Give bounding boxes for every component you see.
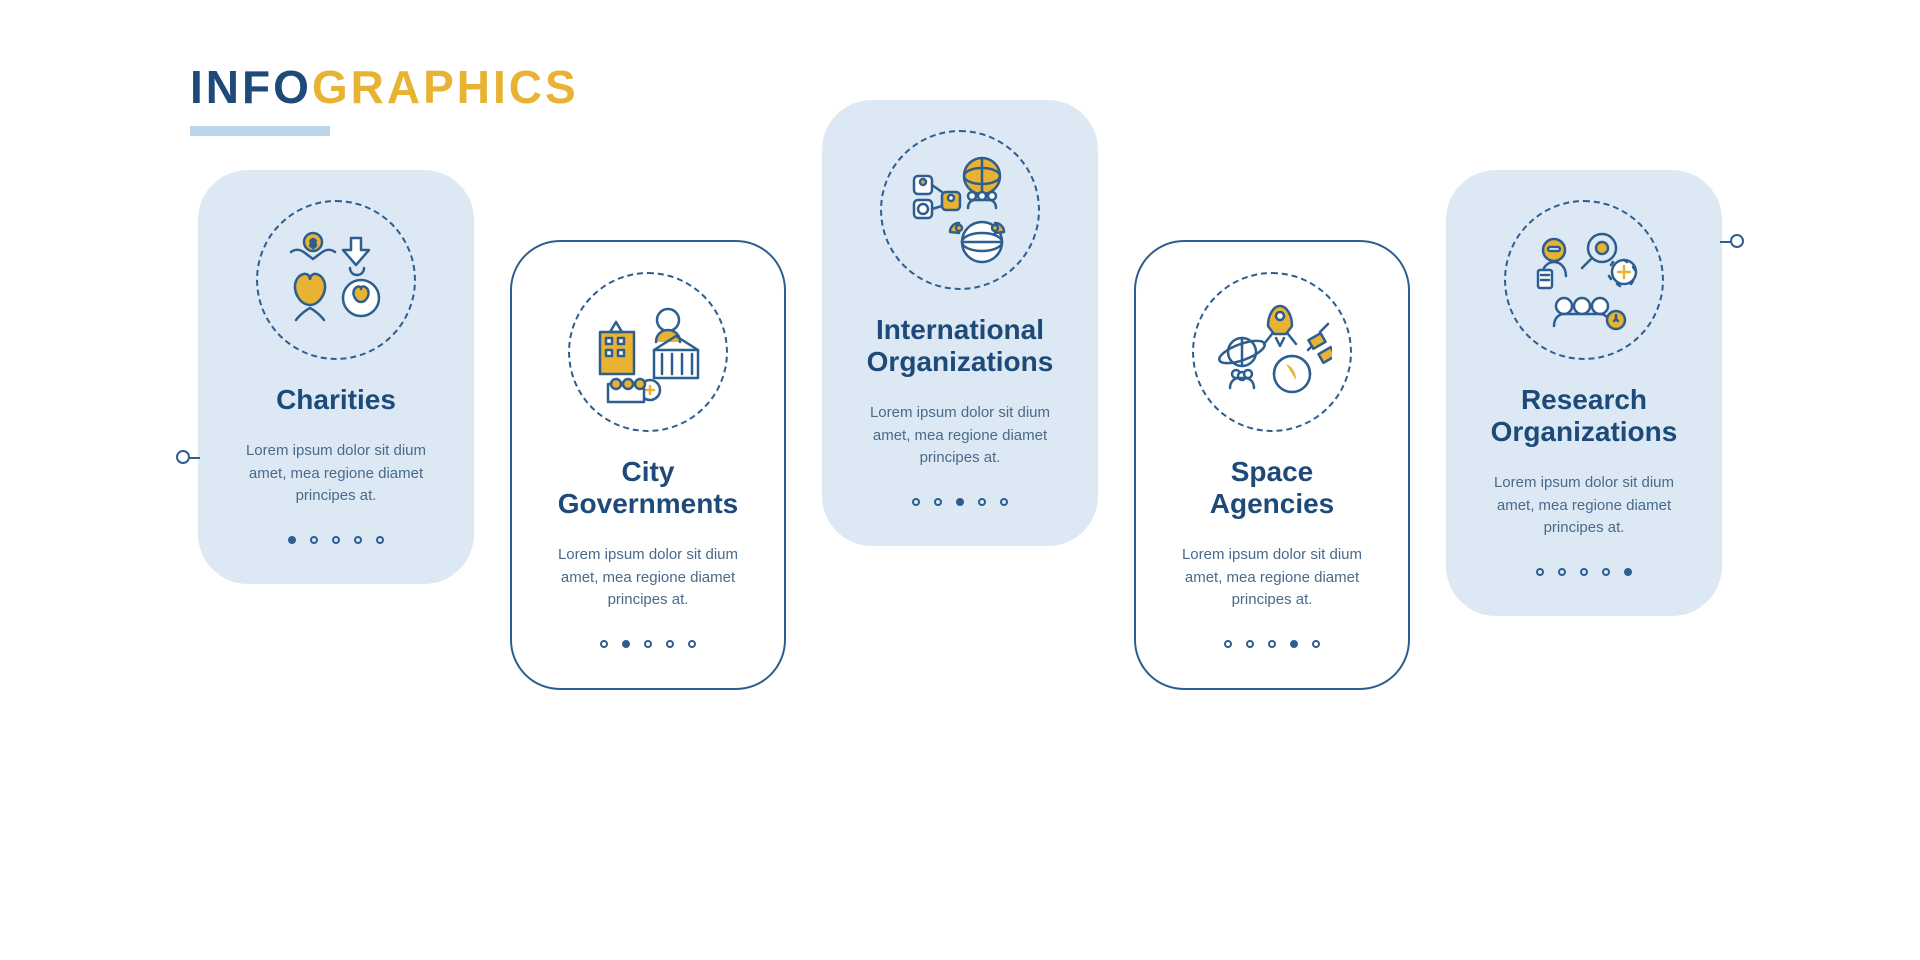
city-gov-icon (568, 272, 728, 432)
dot (332, 536, 340, 544)
card-description: Lorem ipsum dolor sit dium amet, mea reg… (1136, 544, 1408, 612)
dot (956, 498, 964, 506)
connector-dot (176, 450, 190, 464)
dot (354, 536, 362, 544)
dot (1580, 568, 1588, 576)
card-body: $ Charities Lorem ipsum dolor sit dium am… (198, 170, 474, 584)
progress-dots (288, 536, 384, 544)
card-city-governments: CityGovernments Lorem ipsum dolor sit diu… (510, 240, 786, 690)
dot (376, 536, 384, 544)
dot (1268, 640, 1276, 648)
card-description: Lorem ipsum dolor sit dium amet, mea reg… (198, 440, 474, 508)
space-icon (1192, 272, 1352, 432)
dot (1536, 568, 1544, 576)
cards-row: $ Charities Lorem ipsum dolor sit dium am… (198, 100, 1722, 690)
research-icon (1504, 200, 1664, 360)
card-description: Lorem ipsum dolor sit dium amet, mea reg… (512, 544, 784, 612)
dot (600, 640, 608, 648)
card-title: SpaceAgencies (1190, 456, 1355, 520)
card-body: SpaceAgencies Lorem ipsum dolor sit dium … (1134, 240, 1410, 690)
dot (1224, 640, 1232, 648)
card-description: Lorem ipsum dolor sit dium amet, mea reg… (1446, 472, 1722, 540)
dot (622, 640, 630, 648)
card-charities: $ Charities Lorem ipsum dolor sit dium am… (198, 170, 474, 584)
connector-line (1720, 241, 1730, 243)
dot (666, 640, 674, 648)
dot (288, 536, 296, 544)
progress-dots (600, 640, 696, 648)
dot (1290, 640, 1298, 648)
card-international-organizations: InternationalOrganizations Lorem ipsum do… (822, 100, 1098, 546)
card-title: ResearchOrganizations (1471, 384, 1698, 448)
dot (644, 640, 652, 648)
connector-line (190, 457, 200, 459)
card-body: InternationalOrganizations Lorem ipsum do… (822, 100, 1098, 546)
card-title: CityGovernments (538, 456, 759, 520)
card-body: CityGovernments Lorem ipsum dolor sit diu… (510, 240, 786, 690)
dot (1558, 568, 1566, 576)
dot (310, 536, 318, 544)
svg-text:$: $ (310, 238, 316, 250)
card-title: Charities (256, 384, 416, 416)
dot (1246, 640, 1254, 648)
card-body: ResearchOrganizations Lorem ipsum dolor s… (1446, 170, 1722, 616)
card-research-organizations: ResearchOrganizations Lorem ipsum dolor s… (1446, 170, 1722, 616)
connector-dot (1730, 234, 1744, 248)
dot (1602, 568, 1610, 576)
intl-org-icon (880, 130, 1040, 290)
progress-dots (1536, 568, 1632, 576)
progress-dots (1224, 640, 1320, 648)
progress-dots (912, 498, 1008, 506)
card-title: InternationalOrganizations (847, 314, 1074, 378)
dot (912, 498, 920, 506)
dot (1624, 568, 1632, 576)
charity-icon: $ (256, 200, 416, 360)
card-space-agencies: SpaceAgencies Lorem ipsum dolor sit dium … (1134, 240, 1410, 690)
dot (1312, 640, 1320, 648)
card-description: Lorem ipsum dolor sit dium amet, mea reg… (822, 402, 1098, 470)
dot (688, 640, 696, 648)
dot (934, 498, 942, 506)
dot (1000, 498, 1008, 506)
dot (978, 498, 986, 506)
